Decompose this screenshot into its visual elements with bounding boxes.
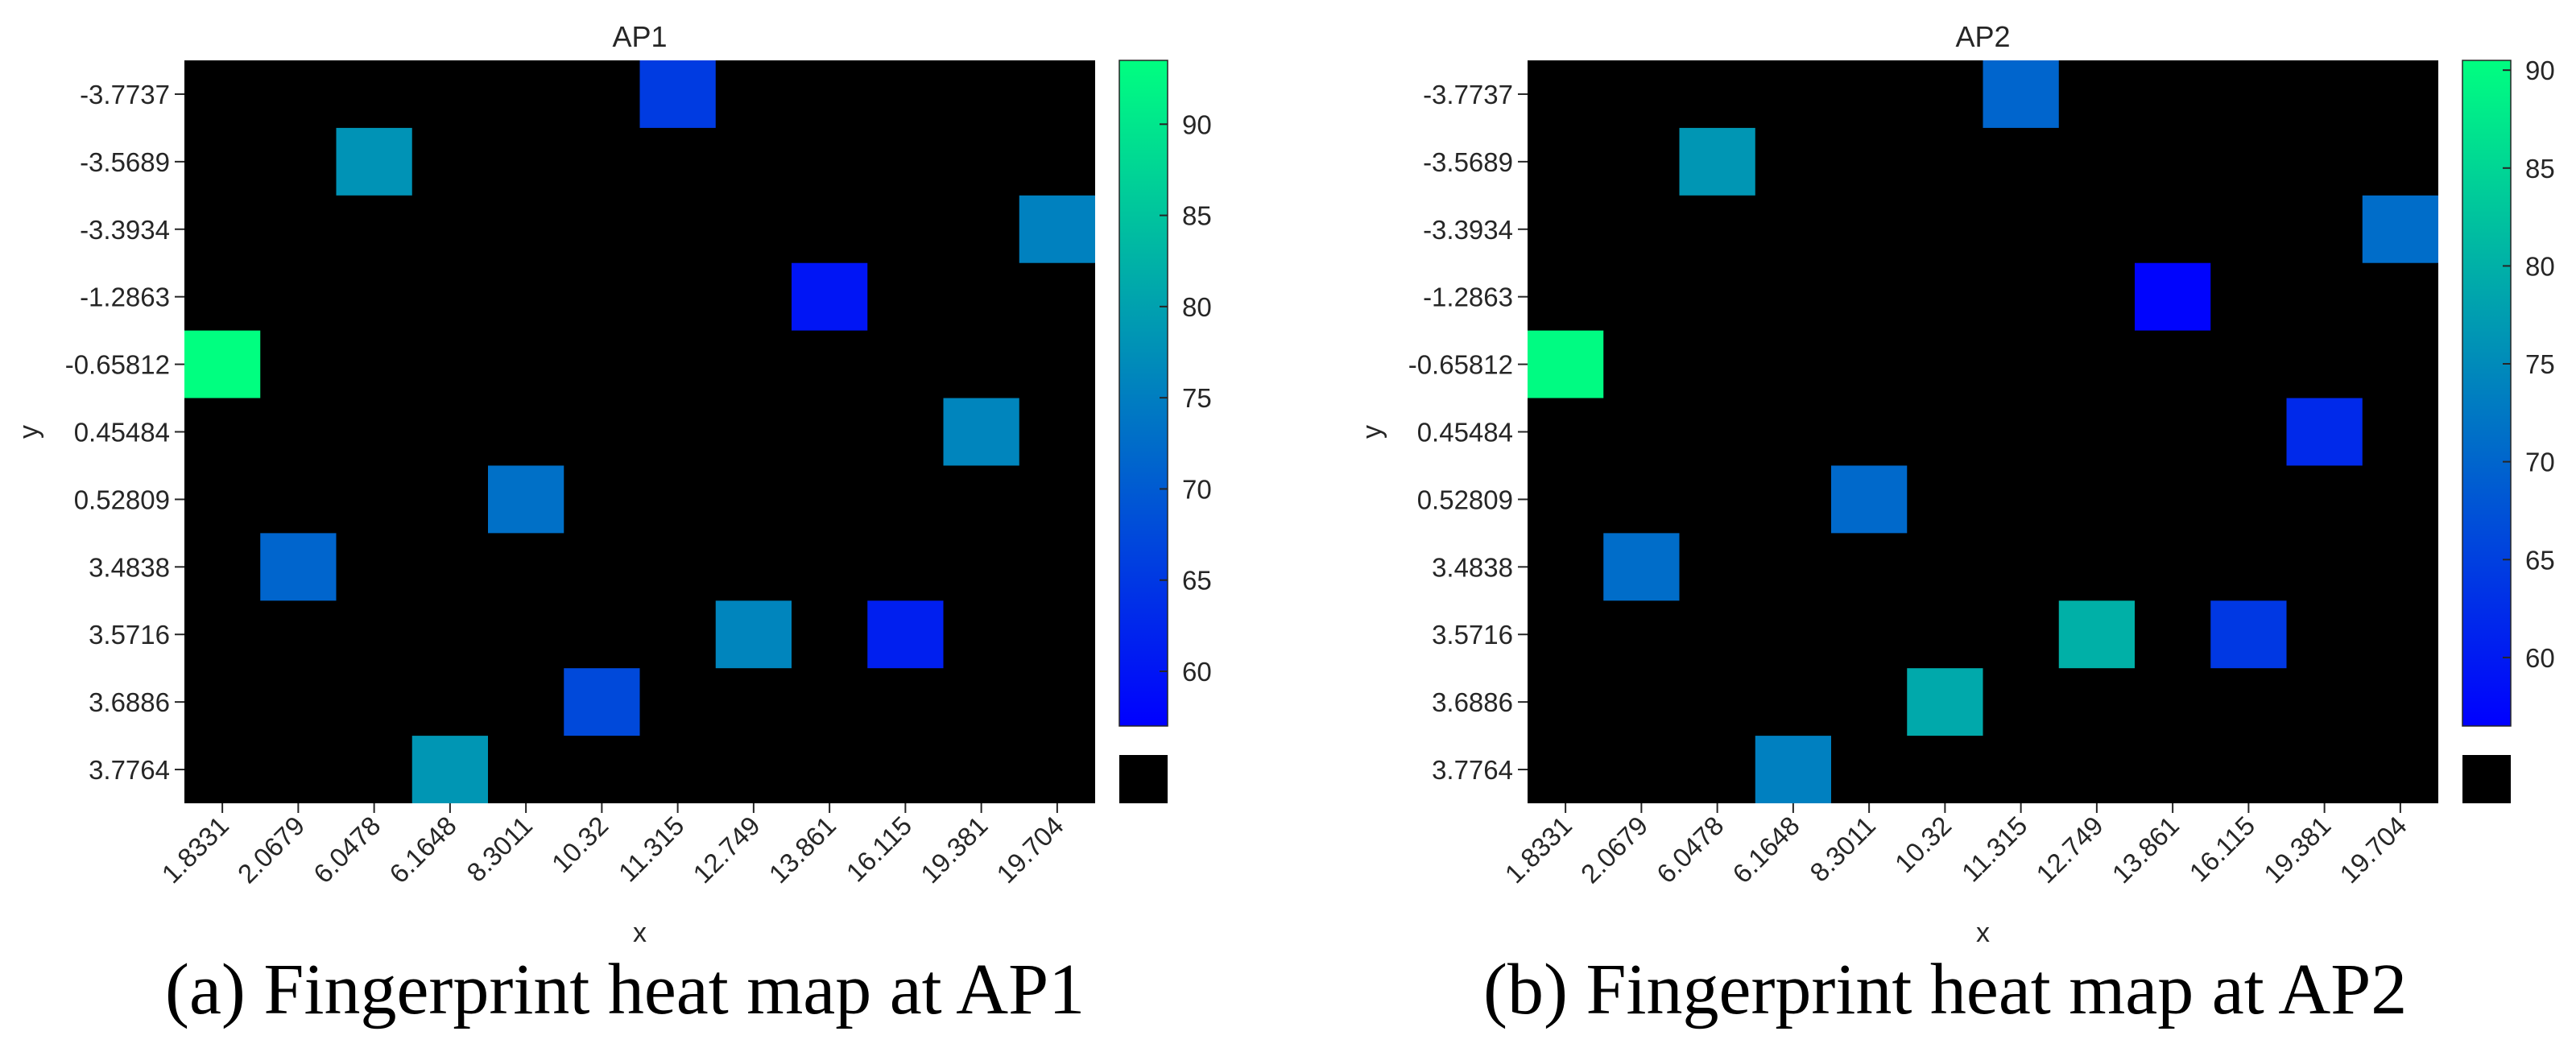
colorbar xyxy=(1118,60,1168,727)
heatmap-cell xyxy=(1528,330,1604,398)
chart-title: AP1 xyxy=(612,20,667,53)
y-tick-label: 3.6886 xyxy=(89,687,170,717)
y-tick-label: 0.45484 xyxy=(74,418,170,448)
heatmap-cell xyxy=(792,262,868,331)
heatmap-cell xyxy=(1679,127,1755,196)
colorbar-tick-label: 80 xyxy=(1182,292,1212,322)
colorbar-tick-label: 85 xyxy=(2525,154,2555,184)
x-tick-label: 11.315 xyxy=(1956,811,2033,888)
y-tick-label: 3.4838 xyxy=(89,552,170,582)
heatmap-cell xyxy=(2210,600,2287,669)
y-tick-label: 3.7764 xyxy=(89,755,170,785)
x-tick-label: 8.3011 xyxy=(1804,811,1881,888)
heatmap-cell xyxy=(2286,398,2363,466)
colorbar-tick-label: 60 xyxy=(1182,657,1212,687)
colorbar-no-data-swatch xyxy=(2462,755,2511,803)
y-axis-label: y xyxy=(14,425,44,439)
colorbar-tick-label: 75 xyxy=(2525,349,2555,379)
x-tick-label: 16.115 xyxy=(841,811,918,888)
heatmap-cell xyxy=(564,668,640,736)
y-tick-label: -1.2863 xyxy=(1423,283,1513,312)
heatmap-cell xyxy=(943,398,1019,466)
heatmap-ap1: AP1 -3.7737 -3.5689 -3.3934 -1.2863 -0.65812 0… xyxy=(14,20,1212,948)
heatmap-cell xyxy=(1019,195,1095,263)
heatmap-cell xyxy=(715,600,792,669)
y-tick-label: -3.7737 xyxy=(1423,80,1513,109)
y-tick-label: 0.45484 xyxy=(1417,418,1513,448)
x-tick-label: 13.861 xyxy=(2107,811,2185,889)
colorbar xyxy=(2462,60,2512,727)
y-tick-label: -0.65812 xyxy=(65,350,170,380)
x-tick-label: 2.0679 xyxy=(1575,811,1654,889)
y-tick-label: -3.3934 xyxy=(1423,215,1513,245)
heatmap-cell xyxy=(867,600,944,669)
y-tick-label: -3.5689 xyxy=(1423,147,1513,177)
heatmap-cell xyxy=(336,127,412,196)
heatmap-cell xyxy=(1603,533,1680,601)
x-tick-label: 19.381 xyxy=(2258,811,2337,889)
x-tick-label: 8.3011 xyxy=(461,811,538,888)
y-axis-label: y xyxy=(1357,425,1387,439)
x-tick-label: 10.32 xyxy=(546,811,614,879)
y-tick-label: -1.2863 xyxy=(80,283,170,312)
colorbar-tick-label: 70 xyxy=(1182,474,1212,504)
heatmap-ap2: AP2 -3.7737 -3.5689 -3.3934 -1.2863 -0.65812 0… xyxy=(1357,20,2555,948)
x-tick-label: 10.32 xyxy=(1889,811,1958,879)
x-tick-label: 6.1648 xyxy=(1726,811,1805,889)
heatmap-cell xyxy=(1831,465,1908,534)
colorbar-tick-label: 65 xyxy=(2525,545,2555,575)
colorbar-tick-label: 80 xyxy=(2525,251,2555,281)
colorbar-tick-label: 65 xyxy=(1182,566,1212,596)
x-tick-label: 13.861 xyxy=(763,811,842,889)
heatmap-cell xyxy=(1983,60,2059,128)
heatmap-cell xyxy=(639,60,716,128)
colorbar-no-data-swatch xyxy=(1119,755,1168,803)
y-tick-label: -3.7737 xyxy=(80,80,170,109)
x-tick-label: 1.8331 xyxy=(1499,811,1578,889)
colorbar-tick-label: 75 xyxy=(1182,383,1212,413)
caption-b: (b) Fingerprint heat map at AP2 xyxy=(1483,950,2408,1029)
x-tick-label: 19.704 xyxy=(990,811,1069,889)
x-tick-label: 6.1648 xyxy=(383,811,462,889)
heatmap-cell xyxy=(2135,262,2211,331)
heatmap-cell xyxy=(411,736,488,803)
colorbar-tick-label: 60 xyxy=(2525,643,2555,673)
colorbar-tick-label: 90 xyxy=(2525,56,2555,85)
x-tick-label: 19.704 xyxy=(2334,811,2413,889)
y-tick-label: -3.3934 xyxy=(80,215,170,245)
heatmap-cell xyxy=(1755,736,1831,803)
y-tick-label: 3.5716 xyxy=(1432,620,1513,650)
x-tick-label: 11.315 xyxy=(613,811,690,888)
x-tick-label: 16.115 xyxy=(2184,811,2261,888)
heatmap-cell xyxy=(184,330,261,398)
colorbar-tick-label: 70 xyxy=(2525,448,2555,477)
y-tick-label: -0.65812 xyxy=(1408,350,1513,380)
y-tick-label: 3.6886 xyxy=(1432,687,1513,717)
y-tick-label: 3.5716 xyxy=(89,620,170,650)
y-tick-label: 3.4838 xyxy=(1432,552,1513,582)
x-tick-label: 6.0478 xyxy=(308,811,387,889)
x-axis-label: x xyxy=(633,918,647,948)
colorbar-tick-label: 85 xyxy=(1182,201,1212,231)
heatmap-cell xyxy=(1907,668,1983,736)
heatmap-cell xyxy=(488,465,564,534)
x-tick-label: 6.0478 xyxy=(1651,811,1730,889)
colorbar-tick-label: 90 xyxy=(1182,109,1212,139)
chart-title: AP2 xyxy=(1955,20,2010,53)
x-tick-label: 12.749 xyxy=(2030,811,2109,889)
y-tick-label: 0.52809 xyxy=(74,485,170,514)
x-tick-label: 12.749 xyxy=(687,811,766,889)
heatmap-cell xyxy=(2058,600,2135,669)
y-tick-label: -3.5689 xyxy=(80,147,170,177)
x-tick-label: 1.8331 xyxy=(156,811,235,889)
heatmap-cell xyxy=(260,533,337,601)
heatmap-cell xyxy=(2362,195,2438,263)
x-tick-label: 19.381 xyxy=(915,811,994,889)
x-tick-label: 2.0679 xyxy=(232,811,311,889)
y-tick-label: 3.7764 xyxy=(1432,755,1513,785)
caption-a: (a) Fingerprint heat map at AP1 xyxy=(165,950,1085,1029)
y-tick-label: 0.52809 xyxy=(1417,485,1513,514)
x-axis-label: x xyxy=(1976,918,1990,948)
